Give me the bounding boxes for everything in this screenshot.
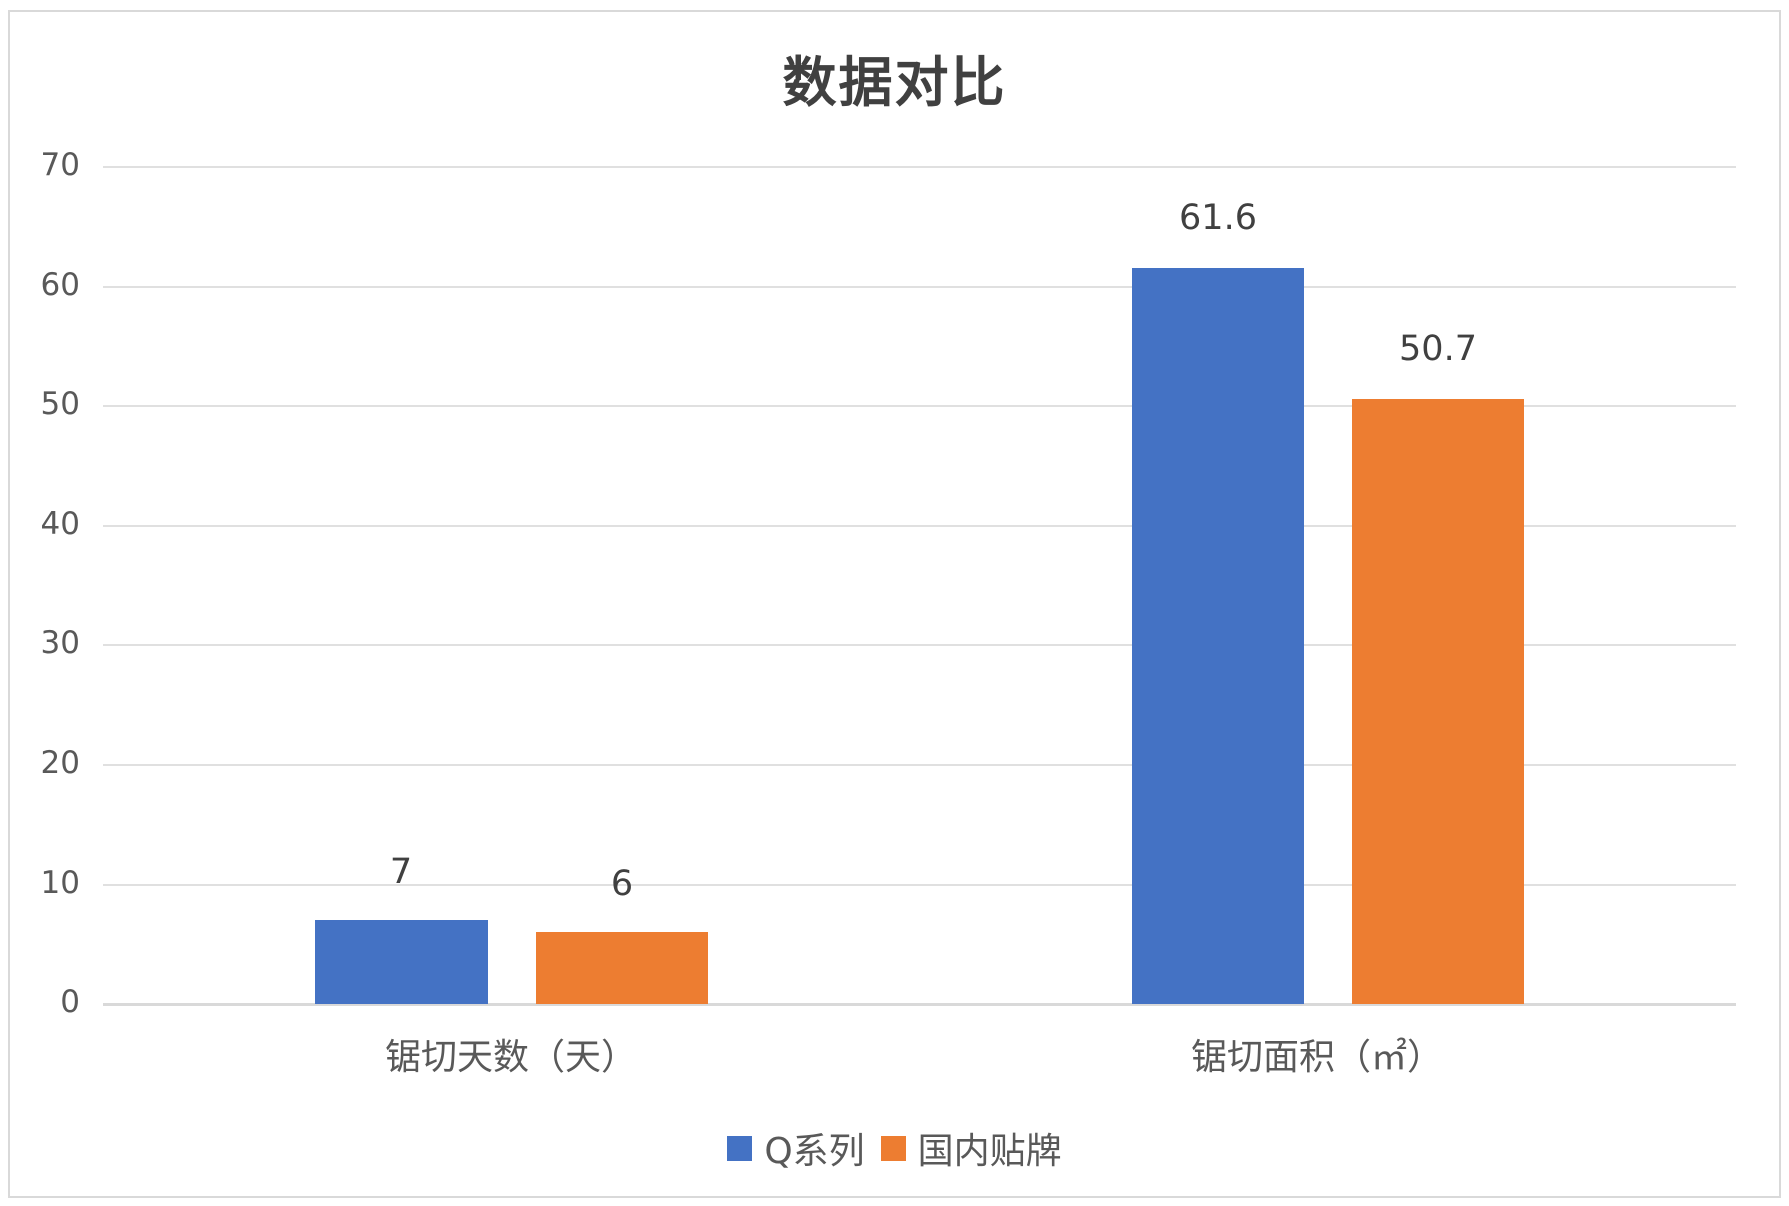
gridline-60 — [103, 286, 1736, 288]
legend-swatch-blue-icon — [727, 1135, 753, 1161]
data-label-d-days: 6 — [610, 864, 634, 904]
legend-swatch-orange-icon — [880, 1135, 906, 1161]
chart-title: 数据对比 — [782, 51, 1007, 114]
gridline-20 — [103, 764, 1736, 766]
plot-area — [103, 166, 1736, 1006]
y-tick-10: 10 — [40, 865, 80, 901]
gridline-10 — [103, 884, 1736, 886]
legend-label-q-series: Q系列 — [764, 1131, 865, 1172]
bar-q-series-area — [1132, 268, 1304, 1004]
legend-item-q-series[interactable]: Q系列 — [727, 1122, 865, 1174]
x-axis-line — [103, 1003, 1736, 1006]
bar-domestic-area — [1352, 399, 1524, 1004]
bar-domestic-days — [536, 932, 708, 1004]
legend-label-domestic: 国内贴牌 — [917, 1131, 1062, 1172]
y-tick-20: 20 — [40, 745, 80, 781]
legend-item-domestic[interactable]: 国内贴牌 — [880, 1122, 1062, 1174]
data-label-q-days: 7 — [389, 852, 413, 892]
y-tick-30: 30 — [40, 625, 80, 661]
bar-q-series-days — [315, 920, 488, 1004]
y-tick-60: 60 — [40, 267, 80, 303]
gridline-30 — [103, 644, 1736, 646]
y-tick-0: 0 — [60, 984, 80, 1020]
y-tick-50: 50 — [40, 386, 80, 422]
gridline-50 — [103, 405, 1736, 407]
data-label-q-area: 61.6 — [1179, 198, 1257, 238]
y-tick-40: 40 — [40, 506, 80, 542]
category-label-days: 锯切天数（天） — [384, 1037, 637, 1078]
data-label-d-area: 50.7 — [1399, 329, 1477, 369]
gridline-40 — [103, 525, 1736, 527]
y-tick-70: 70 — [40, 147, 80, 183]
category-label-area: 锯切面积（㎡） — [1190, 1037, 1443, 1078]
gridline-70 — [103, 166, 1736, 168]
legend: Q系列 国内贴牌 — [0, 1122, 1789, 1174]
